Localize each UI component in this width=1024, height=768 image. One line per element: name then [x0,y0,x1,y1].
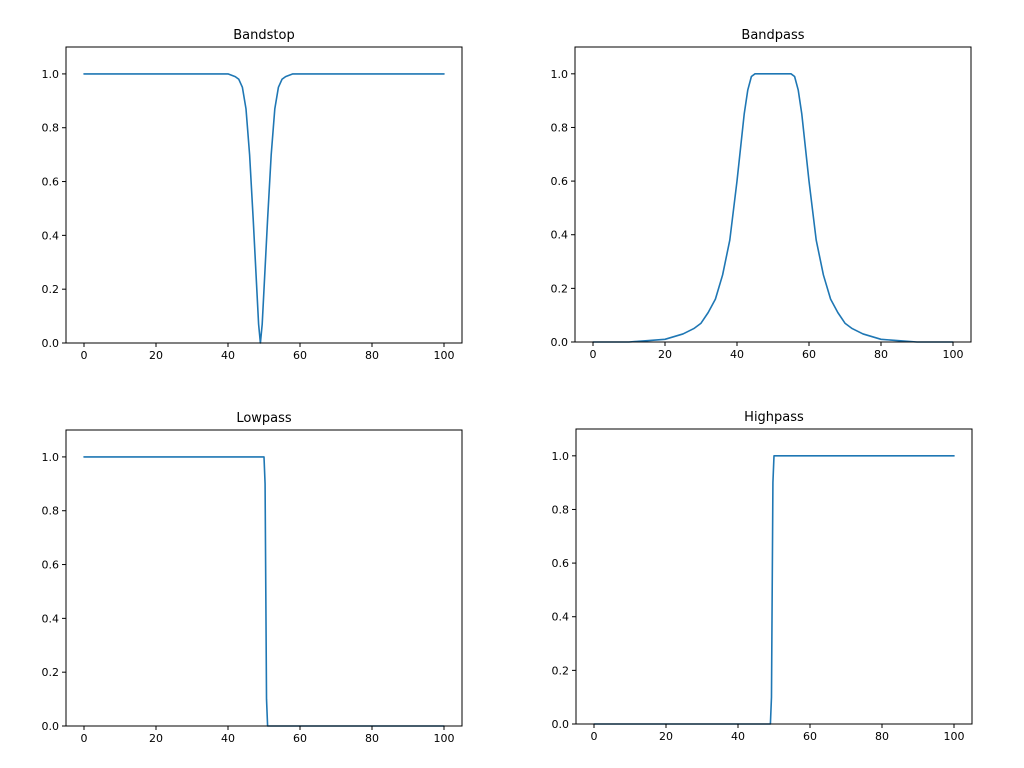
bandstop-x-tick-label: 0 [81,349,88,362]
bandpass-x-tick-label: 60 [802,348,816,361]
lowpass-x-tick-label: 80 [365,732,379,745]
highpass-x-tick-label: 40 [731,730,745,743]
bandpass-x-tick-label: 100 [943,348,964,361]
bandstop-y-tick-label: 0.0 [42,337,60,350]
bandstop-series-line [83,73,445,344]
highpass-x-tick-label: 60 [803,730,817,743]
highpass-x-tick-label: 80 [875,730,889,743]
lowpass-y-tick-label: 0.0 [42,720,60,733]
bandpass-y-tick-label: 0.4 [551,229,569,242]
lowpass-x-tick-label: 20 [149,732,163,745]
highpass-x-tick-label: 20 [659,730,673,743]
highpass-title: Highpass [744,410,804,425]
lowpass-y-tick-label: 1.0 [42,451,60,464]
bandpass-y-tick-label: 0.2 [551,282,569,295]
highpass-axes-frame [575,428,973,725]
lowpass-x-tick-label: 100 [434,732,455,745]
bandstop-panel: Bandstop 0 20 40 60 80 100 0.0 0.2 0.4 0.6 0.8 1.0 [42,28,463,362]
bandstop-y-tick-label: 1.0 [42,68,60,81]
lowpass-y-tick-label: 0.4 [42,612,60,625]
lowpass-axes-frame [65,429,463,727]
highpass-series-line [593,455,955,725]
highpass-y-tick-label: 0.0 [552,718,570,731]
highpass-x-tick-label: 0 [591,730,598,743]
highpass-y-tick-label: 1.0 [552,450,570,463]
bandstop-y-tick-label: 0.4 [42,229,60,242]
lowpass-x-tick-label: 60 [293,732,307,745]
highpass-y-tick-label: 0.4 [552,611,570,624]
bandpass-x-tick-label: 80 [874,348,888,361]
bandpass-y-tick-label: 1.0 [551,68,569,81]
bandstop-y-tick-label: 0.6 [42,176,60,189]
bandpass-x-tick-label: 20 [658,348,672,361]
bandpass-y-tick-label: 0.0 [551,336,569,349]
highpass-y-tick-label: 0.8 [552,503,570,516]
bandstop-y-tick-label: 0.2 [42,283,60,296]
lowpass-y-tick-label: 0.8 [42,505,60,518]
bandstop-axes-frame [65,46,463,344]
lowpass-series-line [83,456,445,727]
bandstop-x-tick-label: 80 [365,349,379,362]
lowpass-panel: Lowpass 0 20 40 60 80 100 0.0 0.2 0.4 0.6 0.8 1.0 [42,411,463,745]
highpass-y-tick-label: 0.2 [552,664,570,677]
lowpass-title: Lowpass [236,411,292,426]
bandpass-y-tick-label: 0.8 [551,121,569,134]
highpass-y-tick-label: 0.6 [552,557,570,570]
bandpass-series-line [592,73,954,343]
bandstop-x-tick-label: 20 [149,349,163,362]
bandstop-x-tick-label: 40 [221,349,235,362]
bandstop-title: Bandstop [233,28,294,43]
bandpass-title: Bandpass [741,28,804,43]
bandpass-panel: Bandpass 0 20 40 60 80 100 0.0 0.2 0.4 0.6 0.8 1.0 [551,28,972,361]
bandpass-y-tick-label: 0.6 [551,175,569,188]
lowpass-x-tick-label: 40 [221,732,235,745]
bandstop-x-tick-label: 100 [434,349,455,362]
bandpass-axes-frame [574,46,972,343]
lowpass-y-tick-label: 0.2 [42,666,60,679]
bandstop-x-tick-label: 60 [293,349,307,362]
lowpass-x-tick-label: 0 [81,732,88,745]
bandstop-y-tick-label: 0.8 [42,122,60,135]
bandpass-x-tick-label: 0 [590,348,597,361]
lowpass-y-tick-label: 0.6 [42,559,60,572]
highpass-x-tick-label: 100 [944,730,965,743]
bandpass-x-tick-label: 40 [730,348,744,361]
highpass-panel: Highpass 0 20 40 60 80 100 0.0 0.2 0.4 0.6 0.8 1.0 [552,410,973,743]
